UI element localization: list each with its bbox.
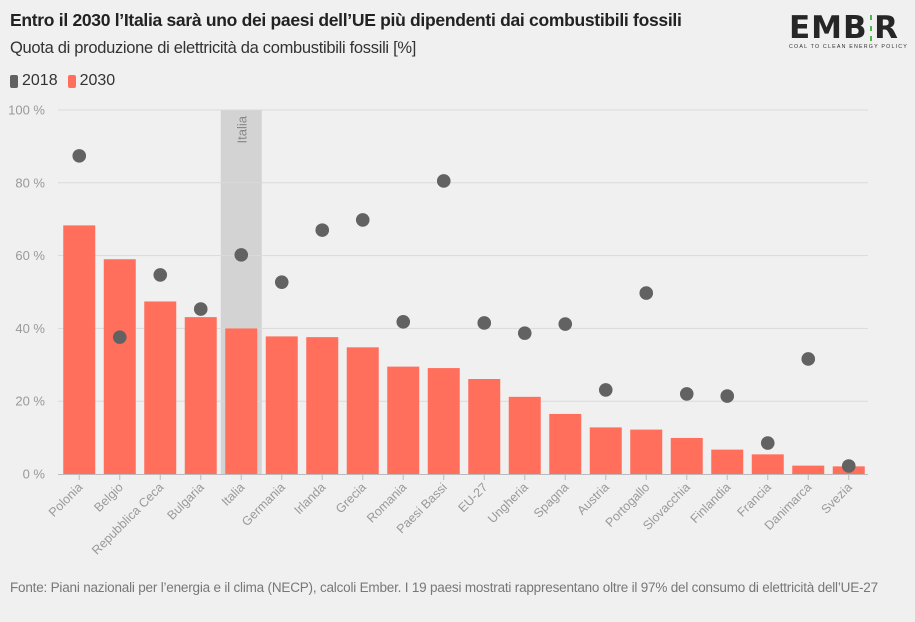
bar-2030[interactable] bbox=[468, 378, 501, 474]
bar-2030[interactable] bbox=[265, 336, 298, 474]
chart-plot: Italia 0 % 20 % 40 % 60 % 80 % 100 % Polonia Be… bbox=[8, 103, 868, 557]
y-tick-label: 0 % bbox=[23, 467, 46, 482]
x-tick-label: Finlandia bbox=[688, 480, 734, 526]
x-tick-label: Belgio bbox=[91, 480, 126, 515]
y-tick-label: 100 % bbox=[8, 103, 45, 118]
x-tick-label: Austria bbox=[574, 480, 611, 517]
logo-text-left: EMB bbox=[789, 10, 868, 46]
x-tick-label: Svezia bbox=[818, 480, 854, 516]
x-tick-label: Francia bbox=[734, 480, 773, 519]
x-tick-label: Repubblica Ceca bbox=[89, 480, 166, 557]
legend-label-2030: 2030 bbox=[79, 72, 116, 89]
y-tick-label: 60 % bbox=[15, 248, 45, 263]
dot-2018[interactable] bbox=[558, 317, 573, 331]
dot-2018[interactable] bbox=[598, 383, 613, 397]
dot-2018[interactable] bbox=[72, 149, 87, 163]
x-tick-label: Irlanda bbox=[291, 480, 328, 517]
chart-title: Entro il 2030 l’Italia sarà uno dei paes… bbox=[10, 10, 682, 30]
dot-2018[interactable] bbox=[153, 268, 168, 282]
x-tick-label: Italia bbox=[219, 480, 248, 509]
legend: 2018 2030 bbox=[10, 72, 115, 90]
dot-2018[interactable] bbox=[841, 459, 856, 473]
bar-2030[interactable] bbox=[306, 337, 339, 474]
logo-tagline: COAL TO CLEAN ENERGY POLICY bbox=[789, 44, 909, 50]
dot-2018[interactable] bbox=[436, 174, 451, 188]
bar-2030[interactable] bbox=[346, 347, 379, 474]
legend-item-2030[interactable]: 2030 bbox=[67, 72, 116, 90]
bar-2030[interactable] bbox=[225, 328, 258, 474]
legend-swatch-2018 bbox=[10, 74, 18, 88]
legend-swatch-2030 bbox=[67, 74, 76, 88]
x-tick-label: Bulgaria bbox=[165, 480, 207, 522]
logo-e-bars-icon bbox=[869, 15, 873, 41]
highlight-label: Italia bbox=[234, 115, 249, 143]
dot-2018[interactable] bbox=[639, 286, 654, 300]
bar-2030[interactable] bbox=[184, 317, 217, 474]
dot-2018[interactable] bbox=[396, 315, 411, 329]
x-tick-label: EU-27 bbox=[455, 480, 490, 515]
x-tick-label: Polonia bbox=[46, 480, 85, 519]
chart-subtitle: Quota di produzione di elettricità da co… bbox=[10, 39, 417, 57]
x-tick-label: Germania bbox=[239, 480, 288, 529]
bar-2030[interactable] bbox=[670, 437, 703, 474]
bar-2030[interactable] bbox=[508, 396, 541, 474]
legend-item-2018[interactable]: 2018 bbox=[10, 72, 58, 90]
source-footnote: Fonte: Piani nazionali per l’energia e i… bbox=[10, 580, 878, 595]
dot-2018[interactable] bbox=[315, 223, 330, 237]
bar-2030[interactable] bbox=[630, 429, 663, 474]
dot-2018[interactable] bbox=[801, 352, 816, 366]
ember-logo[interactable]: EMB R COAL TO CLEAN ENERGY POLICY bbox=[789, 10, 909, 51]
y-tick-label: 20 % bbox=[15, 394, 45, 409]
bar-2030[interactable] bbox=[589, 427, 622, 474]
bar-2030[interactable] bbox=[144, 301, 177, 474]
x-tick-label: Grecia bbox=[333, 480, 369, 516]
bar-2030[interactable] bbox=[387, 366, 420, 474]
dot-2018[interactable] bbox=[720, 389, 735, 403]
dot-2018[interactable] bbox=[193, 302, 208, 316]
bar-2030[interactable] bbox=[63, 225, 96, 474]
bar-2030[interactable] bbox=[549, 413, 582, 474]
bar-2030[interactable] bbox=[751, 454, 784, 474]
dot-2018[interactable] bbox=[274, 275, 289, 289]
logo-wordmark: EMB R bbox=[789, 10, 899, 46]
x-tick-label: Spagna bbox=[531, 480, 571, 520]
bar-2030[interactable] bbox=[427, 368, 460, 474]
bar-2030[interactable] bbox=[792, 465, 825, 474]
legend-label-2018: 2018 bbox=[22, 72, 58, 89]
bar-2030[interactable] bbox=[711, 449, 744, 474]
logo-text-right: R bbox=[874, 10, 899, 46]
dot-2018[interactable] bbox=[760, 436, 775, 450]
y-tick-label: 80 % bbox=[15, 175, 45, 190]
bar-2030[interactable] bbox=[103, 259, 136, 474]
dot-2018[interactable] bbox=[355, 213, 370, 227]
dot-2018[interactable] bbox=[477, 316, 492, 330]
dot-2018[interactable] bbox=[517, 326, 532, 340]
dot-2018[interactable] bbox=[112, 330, 127, 344]
dot-2018[interactable] bbox=[679, 387, 694, 401]
dot-2018[interactable] bbox=[234, 248, 249, 262]
y-tick-label: 40 % bbox=[15, 321, 45, 336]
x-tick-label: Ungheria bbox=[485, 480, 531, 526]
